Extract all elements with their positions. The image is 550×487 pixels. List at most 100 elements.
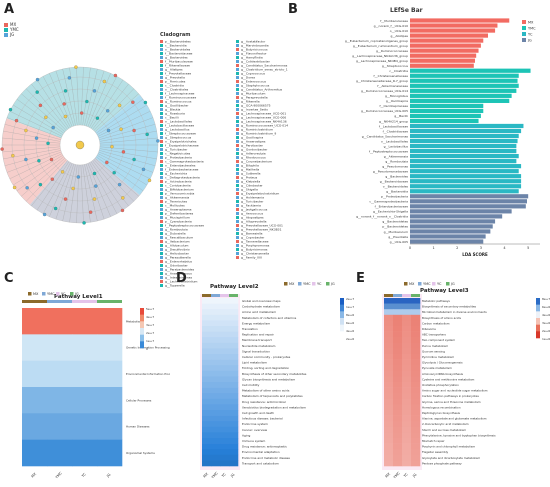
heatmap-cell <box>402 449 412 456</box>
heatmap-cell <box>229 370 239 377</box>
lefse-bar <box>410 148 517 154</box>
cladogram-taxon: g__Incertae_Sedis <box>236 108 288 112</box>
heatmap-cell <box>202 331 212 338</box>
branch-line <box>94 158 139 197</box>
lefse-bar-label: f__Lactobacillaceae <box>379 124 408 128</box>
heatmap-cell <box>220 342 230 349</box>
heatmap-cell <box>411 449 421 456</box>
heatmap-cell <box>22 308 48 335</box>
heatmap-cell <box>411 370 421 377</box>
lefse-bar <box>410 33 488 38</box>
heatmap-cell <box>202 326 212 332</box>
cladogram-taxa-list-right: g__Acetatifactor g__Marvinbryantia g__Buty… <box>236 40 288 260</box>
lefse-bar-label: g__Escherichia-Shigella <box>373 210 408 214</box>
lefse-bar-label: g__Bacteroides <box>385 175 408 179</box>
branch-line <box>92 83 129 130</box>
cladogram-taxon: p__Deferribacteres <box>160 212 204 216</box>
node-dot <box>12 185 17 190</box>
taxon-color-swatch <box>236 252 239 255</box>
cladogram-taxon: g__Candidatus_Arthromitus <box>236 88 288 92</box>
cladogram-taxon: g__Porphyromonas <box>236 244 288 248</box>
lefse-bar-label: g__Bacteroidaceae <box>380 180 408 184</box>
taxon-color-swatch <box>160 136 163 139</box>
cladogram-taxon: g__GCA-900066575 <box>236 104 288 108</box>
heatmap-cell <box>384 348 394 355</box>
heatmap-cell <box>393 438 403 444</box>
branch-line <box>3 130 61 142</box>
heatmap-cell <box>47 413 73 440</box>
heatmap-cell <box>229 342 239 349</box>
branch-line <box>21 93 66 132</box>
branch-line <box>86 163 105 220</box>
cladogram-taxon: g__Escherichia <box>160 172 204 176</box>
heatmap-cell <box>393 443 403 450</box>
node-dot <box>50 177 55 181</box>
heatmap-cell <box>402 432 412 439</box>
heatmap-cell <box>402 337 412 344</box>
heatmap-cell <box>211 460 221 467</box>
cladogram-taxon: g__Prevotellaceae_UCG-001 <box>236 224 288 228</box>
cladogram-taxon: g__Paraprevotella <box>236 96 288 100</box>
taxon-color-swatch <box>236 208 239 211</box>
heatmap-cell <box>22 387 48 414</box>
heatmap-cell <box>402 309 412 316</box>
heatmap-row-label: Glyoxylate and dicarboxylate metabolism <box>422 456 480 460</box>
heatmap-legend-label: MX <box>289 282 295 286</box>
cladogram-taxon: f__Peptostreptococcaceae <box>160 224 204 228</box>
taxon-color-swatch <box>160 172 163 175</box>
heatmap-cell <box>384 382 394 388</box>
lefse-bar <box>410 118 479 124</box>
cladogram-taxon: g__Harryflintia <box>236 56 288 60</box>
heatmap-cell <box>202 298 212 304</box>
cladogram-taxon: g__Odoribacter <box>160 264 204 268</box>
lefse-bar <box>410 68 531 73</box>
lefse-bar <box>410 234 486 239</box>
heatmap-row-label: Cell motility <box>242 383 260 387</box>
heatmap-cell <box>402 421 412 428</box>
branch-line <box>97 111 151 137</box>
taxon-color-swatch <box>236 256 239 259</box>
lefse-bar-label: f__Peptostreptococcaceae <box>369 149 408 153</box>
heatmap-col-label: MX <box>202 472 209 479</box>
cladogram-taxon: c__Mollicutes <box>160 204 204 208</box>
heatmap-row-label: Quorum sensing <box>422 349 445 353</box>
cladogram-taxon: f__Lactobacillaceae <box>160 124 204 128</box>
heatmap-cell <box>384 410 394 416</box>
cladogram-taxon: g__Clostridium_sensu_stricto_1 <box>236 68 288 72</box>
heatmap-cell <box>402 438 412 444</box>
heatmap-colorbar-tick: 3e+7 <box>146 323 154 327</box>
taxon-color-swatch <box>160 284 163 287</box>
taxon-color-swatch <box>160 200 163 203</box>
node-dot <box>121 196 125 200</box>
lefse-bar <box>410 73 519 78</box>
cladogram-taxon: g__Turicibacter <box>160 148 204 152</box>
heatmap-cell <box>202 421 212 428</box>
heatmap-title: Pathway Level2 <box>210 284 259 290</box>
heatmap-cell <box>393 404 403 411</box>
heatmap-cell <box>411 443 421 450</box>
lefse-bar-label: g__Lactobacillus <box>384 144 409 148</box>
lefse-bar <box>410 184 522 189</box>
heatmap-row-label: Drug resistance: antimicrobial <box>242 400 286 404</box>
cladogram-taxon: c__Gammaproteobacteria <box>160 160 204 164</box>
cladogram-taxon: g__Rhodococcus <box>236 156 288 160</box>
heatmap-row-label: Phenylalanine, tyrosine and tryptophan b… <box>422 433 496 437</box>
heatmap-cell <box>402 370 412 377</box>
cladogram-taxon: g__Facklamia <box>236 204 288 208</box>
heatmap-cell <box>411 432 421 439</box>
lefse-legend-label: YMC <box>528 27 536 31</box>
heatmap-cell <box>384 354 394 360</box>
taxon-color-swatch <box>160 148 163 151</box>
heatmap-cell <box>402 454 412 461</box>
branch-line <box>6 151 62 173</box>
lefse-bar-label: g__Romboutsia <box>385 159 408 163</box>
taxon-color-swatch <box>160 156 163 159</box>
heatmap-cell <box>384 342 394 349</box>
lefse-bar <box>410 164 522 169</box>
heatmap-cell <box>384 309 394 316</box>
heatmap-cell <box>22 413 48 440</box>
taxon-color-swatch <box>236 136 239 139</box>
heatmap-row-label: Glycan biosynthesis and metabolism <box>242 377 295 381</box>
heatmap-cell <box>220 320 230 327</box>
heatmap-group-stripe <box>97 300 122 303</box>
